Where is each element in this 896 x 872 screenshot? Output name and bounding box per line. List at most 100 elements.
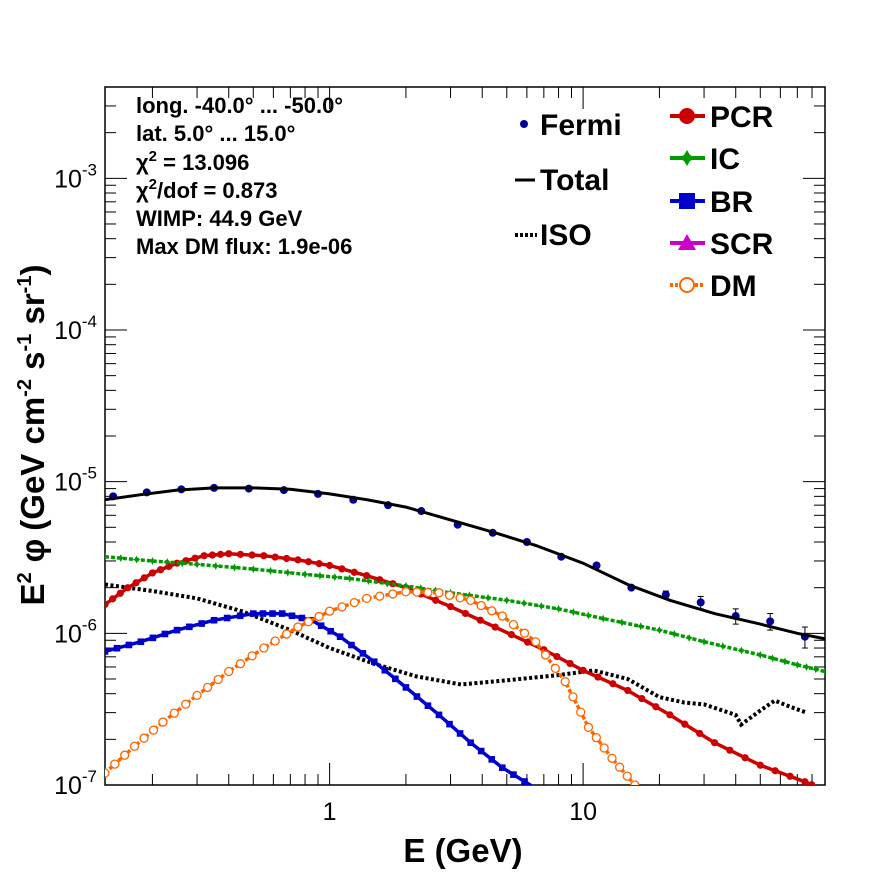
br-point [435,711,443,719]
br-point [210,616,218,624]
dm-point [169,708,179,718]
pcr-point [116,589,124,597]
info-chi2-dof: χ2/dof = 0.873 [136,176,277,203]
br-point [359,650,367,657]
legend-scr-marker [678,234,696,250]
legend-dm-label: DM [710,270,757,303]
ic-point [554,604,563,613]
br-point [348,641,355,649]
pcr-point [491,623,499,631]
ic-point [283,568,292,577]
pcr-point [801,778,809,785]
dm-point [607,753,617,763]
dm-point [314,611,324,622]
pcr-point [786,772,794,780]
ic-point [636,622,645,631]
ic-point [584,611,593,620]
pcr-point [200,552,208,560]
pcr-point [461,609,470,618]
br-point [488,756,496,763]
ic-point [718,642,727,651]
br-point [521,778,528,785]
dm-point [158,717,168,727]
x-tick-label: 1 [323,798,337,826]
y-tick-labels: 10-7 10-6 10-5 10-4 10-3 [54,160,97,800]
pcr-point [726,746,734,754]
br-point [269,610,276,617]
info-chi2dof-symbol: χ [136,178,149,203]
pcr-point [476,616,484,624]
dm-point [235,659,246,669]
pcr-point [140,574,148,582]
br-point [250,610,257,617]
x-tick-label: 10 [569,798,597,826]
ic-point [537,602,546,611]
series-layer [105,483,825,785]
dm-point [110,759,120,769]
ic-point [148,556,157,565]
info-chi2-exp: 2 [149,148,157,165]
ic-point [685,633,694,642]
y-title-unit-1-exp: -2 [14,379,36,397]
dm-point [497,611,507,621]
br-point [236,612,244,620]
svg-text:E2φ(GeV cm-2 s-1 sr-1): E2φ(GeV cm-2 s-1 sr-1) [14,265,51,606]
br-point [288,612,296,620]
ic-point [821,667,825,676]
dm-point [476,600,486,611]
dm-point [434,588,444,598]
ic-point [301,570,310,579]
br-point [327,627,334,635]
dm-point [508,619,519,630]
ic-point [655,626,664,635]
dm-point [148,725,159,735]
y-tick-label: 10-7 [54,767,97,800]
dm-point [630,780,640,785]
pcr-point [566,659,574,668]
info-latitude: lat. 5.0° ... 15.0° [136,121,295,146]
y-tick-label: 10-4 [54,312,97,345]
legend-scr-label: SCR [710,228,774,261]
dm-point [487,606,497,616]
pcr-point [109,595,117,603]
ic-point [193,560,202,569]
pcr-point [248,551,256,559]
dm-point [303,617,314,627]
ic-point [768,654,777,663]
ic-point [211,561,220,570]
ic-point [756,650,765,659]
y-title-phi: φ [14,539,51,563]
info-wimp: WIMP: 44.9 GeV [136,206,303,231]
ic-point [569,608,578,617]
ic-point [116,554,125,563]
legend-ic-marker [678,150,696,166]
br-point [186,623,193,631]
legend-iso-label: ISO [540,219,592,252]
dm-line [105,589,637,785]
y-title-unit-2-exp: -1 [14,334,36,352]
dm-point [129,741,140,751]
legend-pcr-marker [679,108,695,124]
br-point [113,644,121,652]
ic-point [793,660,802,669]
ic-point [266,566,275,575]
pcr-point [157,566,165,574]
legend-fermi-label: Fermi [540,109,622,142]
dm-point [576,707,586,717]
ic-point [700,637,709,646]
y-tick-label: 10-3 [54,160,97,193]
ic-point [178,559,187,568]
dm-point [375,591,385,601]
pcr-point [363,572,371,580]
y-title-e: E [14,583,51,605]
info-max-dm-flux: Max DM flux: 1.9e-06 [136,234,352,259]
fermi-point [766,617,775,626]
y-axis-title: E2φ(GeV cm-2 s-1 sr-1) [14,265,51,606]
br-line [105,611,534,785]
info-longitude: long. -40.0° ... -50.0° [136,93,343,118]
ic-point [315,571,324,580]
info-chi2dof-value: /dof = 0.873 [157,178,277,203]
pcr-point [350,568,358,576]
pcr-point [236,550,245,558]
